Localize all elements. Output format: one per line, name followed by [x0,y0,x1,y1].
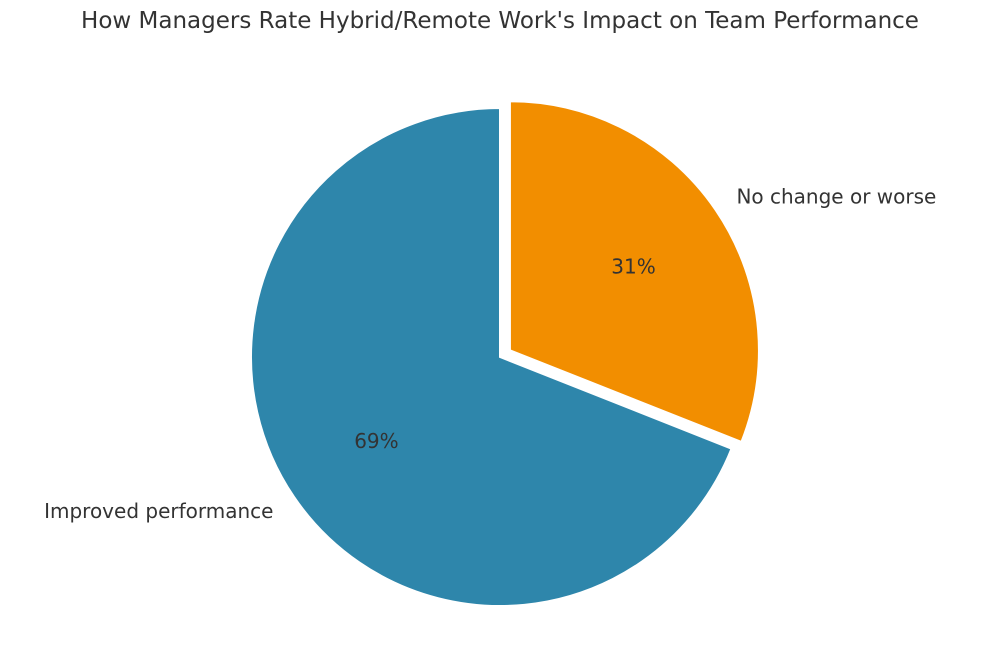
pie-slice-0 [508,100,760,444]
pie-slice-category-label-0: No change or worse [736,184,936,208]
pie-slice-pct-label-0: 31% [611,254,655,278]
pie-slice-1 [250,106,733,607]
pie-slice-category-label-1: Improved performance [44,499,273,523]
pie-slice-pct-label-1: 69% [354,429,398,453]
chart-title: How Managers Rate Hybrid/Remote Work's I… [81,8,919,34]
